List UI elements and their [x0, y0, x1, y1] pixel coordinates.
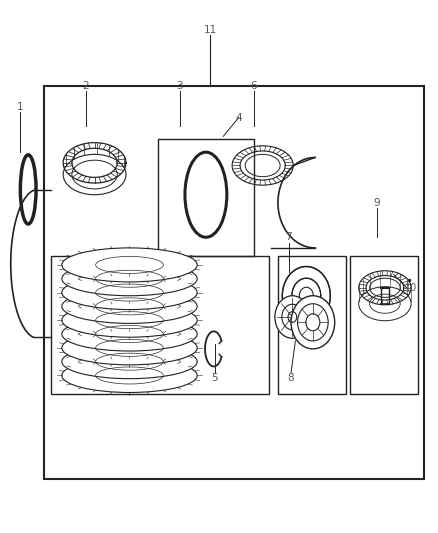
- Ellipse shape: [62, 289, 197, 324]
- Ellipse shape: [62, 317, 197, 351]
- Ellipse shape: [62, 248, 197, 282]
- Ellipse shape: [62, 303, 197, 337]
- Text: 4: 4: [235, 112, 242, 123]
- Text: 2: 2: [82, 81, 89, 91]
- Ellipse shape: [275, 296, 310, 338]
- Ellipse shape: [62, 359, 197, 392]
- Text: 5: 5: [211, 373, 218, 383]
- Ellipse shape: [62, 262, 197, 296]
- Ellipse shape: [62, 276, 197, 310]
- Ellipse shape: [62, 331, 197, 365]
- Text: 7: 7: [286, 232, 292, 243]
- Bar: [278, 256, 346, 394]
- Text: 9: 9: [374, 198, 380, 208]
- Text: 1: 1: [17, 102, 24, 112]
- Bar: [51, 256, 269, 394]
- Ellipse shape: [62, 345, 197, 378]
- Text: 11: 11: [204, 25, 217, 35]
- Text: 6: 6: [251, 81, 257, 91]
- Bar: [44, 86, 424, 479]
- Ellipse shape: [291, 296, 335, 349]
- Text: 8: 8: [288, 373, 294, 383]
- Text: 10: 10: [405, 283, 417, 293]
- Bar: [158, 139, 254, 256]
- Text: 3: 3: [177, 81, 183, 91]
- Bar: [350, 256, 418, 394]
